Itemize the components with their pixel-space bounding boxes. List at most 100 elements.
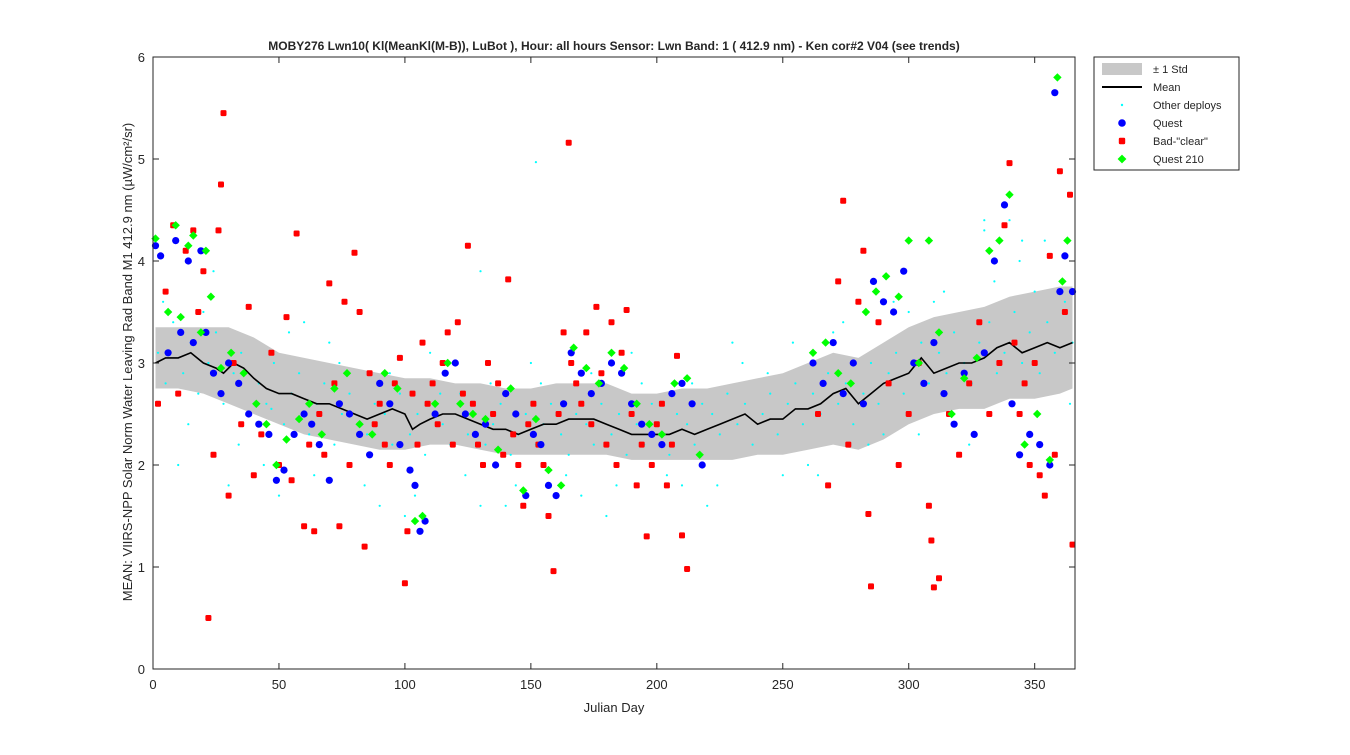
x-tick-label: 50 [272, 677, 286, 692]
quest210-point [305, 399, 314, 408]
other-deploys-point [592, 443, 595, 446]
quest210-point [544, 465, 553, 475]
bad-clear-point [409, 390, 416, 397]
bad-clear-point [288, 477, 295, 484]
bad-clear-point [449, 441, 456, 448]
bad-clear-point [1036, 472, 1043, 479]
quest-point [177, 328, 185, 336]
quest210-point [960, 374, 969, 383]
quest-point [386, 400, 394, 408]
quest-point [492, 461, 500, 469]
bad-clear-point [215, 227, 222, 234]
quest-point [859, 400, 868, 408]
quest-point [431, 410, 439, 418]
bad-clear-point [986, 411, 993, 417]
y-tick-label: 2 [138, 458, 145, 473]
other-deploys-point [927, 382, 931, 385]
other-deploys-point [162, 300, 165, 303]
bad-clear-point [598, 370, 605, 377]
other-deploys-point [917, 433, 920, 436]
bad-clear-point [895, 462, 902, 468]
quest-point [217, 390, 225, 398]
other-deploys-point [968, 443, 971, 446]
quest210-point [834, 369, 843, 378]
quest-point [560, 400, 568, 408]
quest210-point [506, 384, 515, 393]
quest210-point [924, 236, 934, 245]
bad-clear-point [996, 360, 1003, 366]
quest210-point [985, 246, 994, 255]
bad-clear-point [419, 339, 426, 346]
bad-clear-point [336, 523, 343, 530]
bad-clear-point [1001, 222, 1008, 229]
x-tick-label: 0 [149, 677, 156, 692]
other-deploys-point [953, 331, 956, 334]
other-deploys-point [680, 484, 684, 487]
quest-point [189, 339, 197, 347]
bad-clear-point [190, 227, 197, 234]
bad-clear-point [220, 110, 227, 117]
other-deploys-point [726, 392, 729, 395]
quest-point [577, 369, 585, 377]
quest-point [406, 466, 414, 474]
bad-clear-point [316, 411, 323, 417]
bad-clear-point [930, 584, 937, 591]
bad-clear-point [1061, 309, 1068, 315]
quest-point [1036, 441, 1044, 449]
quest-point [930, 339, 938, 347]
other-deploys-point [1028, 331, 1031, 334]
other-deploys-point [675, 412, 679, 416]
quest210-point [456, 399, 465, 408]
other-deploys-point [718, 433, 721, 436]
quest-point [272, 476, 280, 484]
quest210-point [582, 363, 591, 373]
quest210-point [481, 414, 490, 424]
legend-label: Other deploys [1153, 100, 1222, 112]
other-deploys-point [207, 361, 210, 365]
bad-clear-point [268, 349, 275, 356]
legend-bad-swatch [1118, 137, 1126, 145]
bad-clear-point [480, 462, 486, 468]
bad-clear-point [434, 421, 441, 428]
bad-clear-point [366, 370, 373, 377]
quest210-point [342, 369, 352, 378]
quest-point [481, 420, 490, 428]
bad-clear-point [424, 400, 431, 407]
other-deploys-point [942, 290, 946, 293]
bad-clear-point [658, 400, 665, 407]
legend-std-swatch [1102, 63, 1142, 75]
quest-point [529, 430, 538, 438]
bad-clear-point [371, 421, 378, 428]
other-deploys-point [716, 484, 719, 487]
bad-clear-point [505, 276, 512, 283]
quest210-point [607, 348, 616, 357]
other-deploys-point [156, 351, 160, 354]
quest210-point [1045, 455, 1054, 465]
other-deploys-point [479, 270, 482, 273]
bad-clear-point [679, 532, 685, 539]
quest210-point [619, 363, 629, 373]
quest-point [209, 369, 218, 377]
other-deploys-point [668, 453, 671, 456]
other-deploys-point [630, 351, 633, 354]
quest-point [809, 359, 817, 367]
bad-clear-point [1026, 462, 1033, 468]
other-deploys-point [383, 412, 386, 416]
bad-clear-point [321, 451, 328, 458]
quest-point [1008, 400, 1016, 408]
chart-title: MOBY276 Lwn10( Kl(MeanKl(M-B)), LuBot ),… [268, 39, 959, 53]
quest210-point [670, 379, 679, 388]
bad-clear-point [459, 390, 466, 397]
legend-box [1093, 56, 1240, 171]
quest-point [990, 257, 999, 265]
quest-point [1016, 451, 1024, 459]
other-deploys-point [240, 351, 243, 354]
other-deploys-point [408, 433, 412, 436]
other-deploys-point [1021, 239, 1024, 242]
bad-clear-point [200, 268, 207, 275]
y-tick-label: 0 [138, 662, 145, 677]
other-deploys-point [691, 382, 694, 385]
bad-clear-point [520, 502, 527, 509]
quest-point [849, 359, 857, 367]
quest-point [688, 400, 696, 408]
